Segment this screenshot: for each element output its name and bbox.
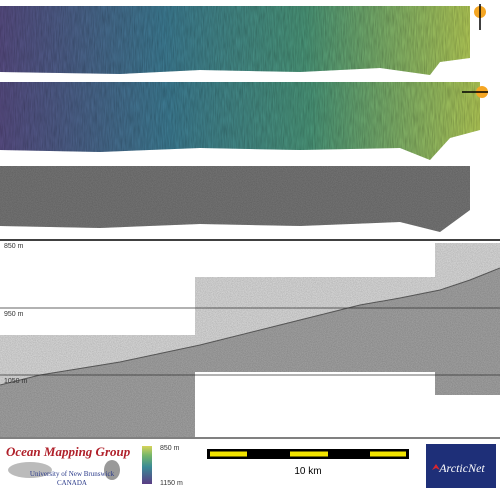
logo-country: CANADA bbox=[57, 479, 87, 487]
arcticnet-logo: ArcticNet bbox=[426, 444, 496, 488]
north-arrows bbox=[462, 4, 488, 98]
bathymetry-strip bbox=[0, 6, 470, 75]
scale-bar: 10 km bbox=[207, 449, 409, 477]
omg-logo: Ocean Mapping Group University of New Br… bbox=[6, 444, 131, 487]
depth-label: 950 m bbox=[4, 311, 24, 318]
color-bar-label: 1150 m bbox=[160, 480, 183, 487]
scale-bar-label: 10 km bbox=[294, 466, 321, 477]
bathymetry-strip bbox=[0, 82, 480, 160]
depth-label: 850 m bbox=[4, 243, 24, 250]
logo-text: ArcticNet bbox=[438, 461, 485, 475]
subbottom-profile: 850 m 950 m 1050 m bbox=[0, 243, 500, 437]
color-bar-label: 850 m bbox=[160, 445, 180, 452]
backscatter-strip bbox=[0, 166, 470, 232]
logo-subtitle: University of New Brunswick bbox=[30, 470, 115, 478]
color-bar: 850 m 1150 m bbox=[142, 445, 183, 487]
depth-label: 1050 m bbox=[4, 378, 28, 385]
logo-title: Ocean Mapping Group bbox=[6, 444, 131, 459]
